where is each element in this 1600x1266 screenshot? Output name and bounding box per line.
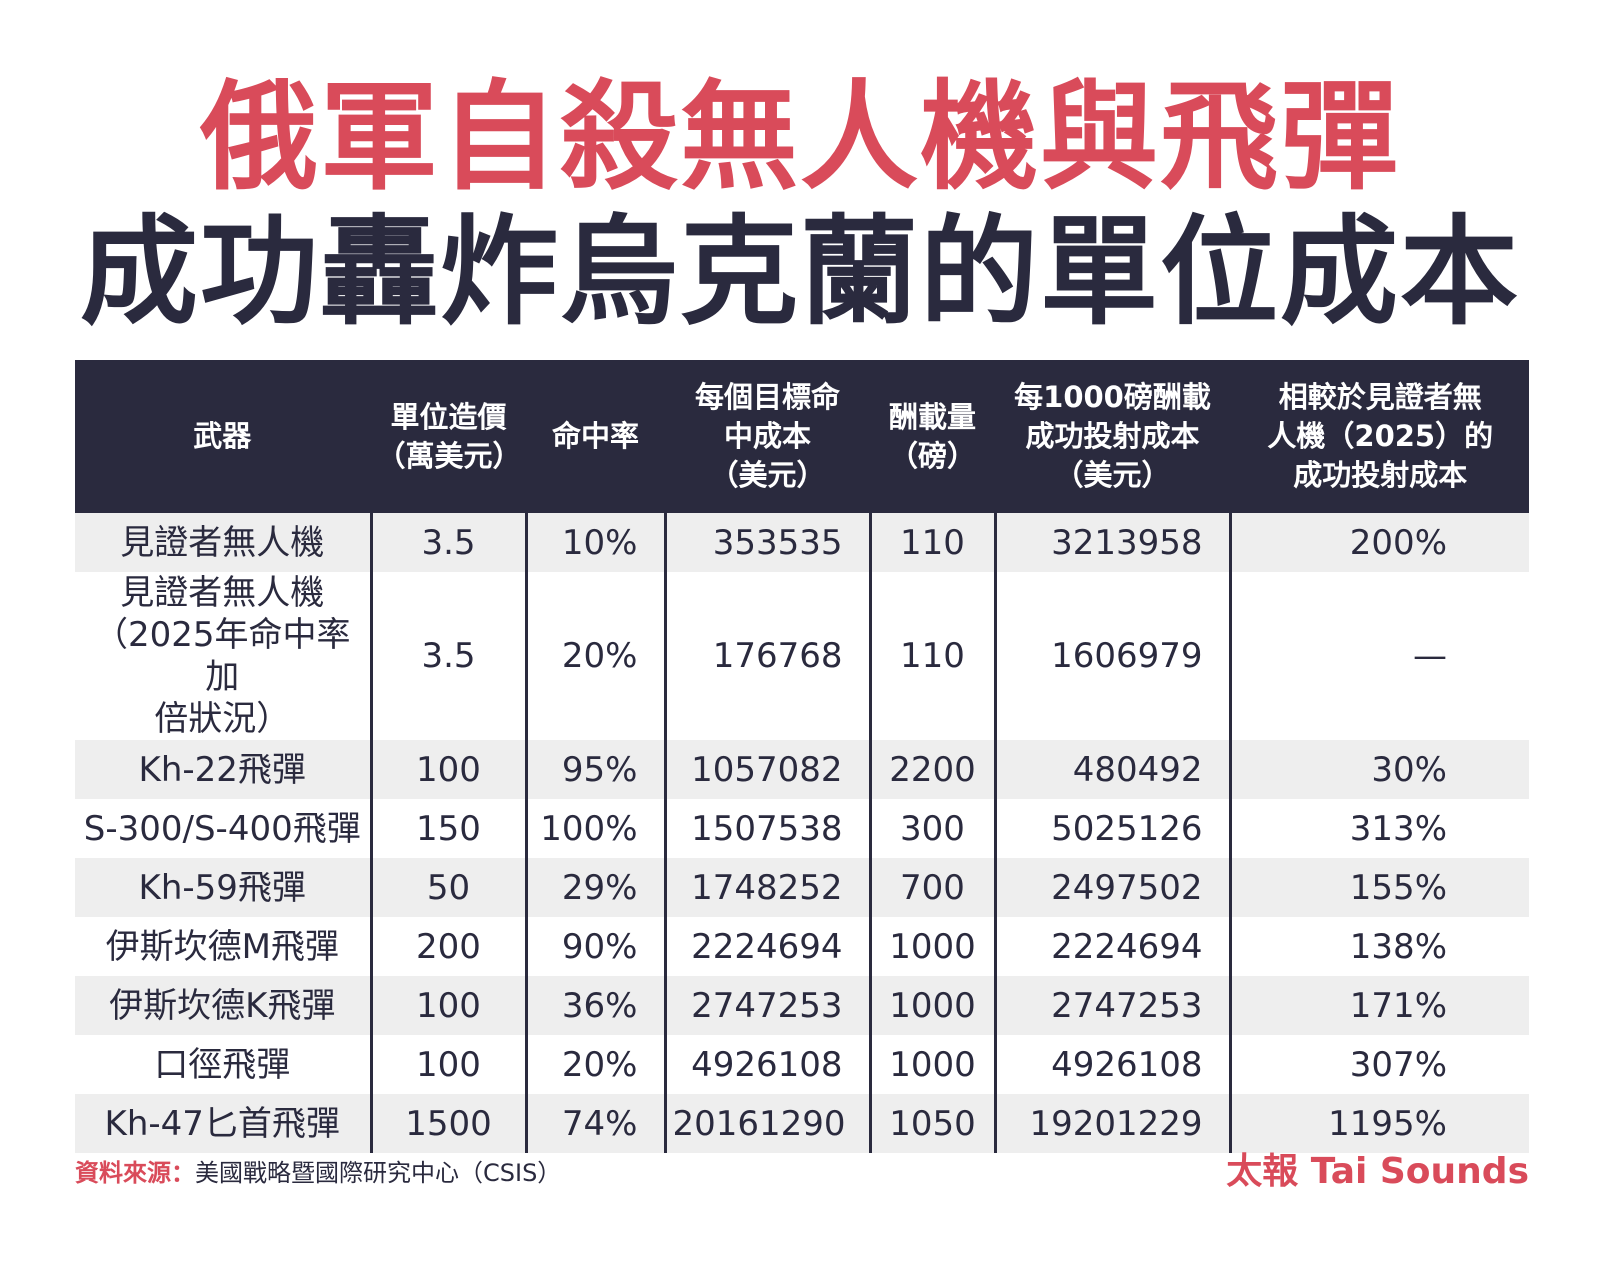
brand-logo: 太報 Tai Sounds — [1226, 1151, 1529, 1192]
cell-relative-cost: 30% — [1228, 740, 1529, 799]
title-line-1: 俄軍自殺無人機與飛彈 — [199, 68, 1400, 206]
cell-payload: 110 — [868, 572, 997, 740]
cell-unit-cost: 50 — [369, 858, 528, 917]
table-row: 伊斯坎德M飛彈 200 90% 2224694 1000 2224694 138% — [75, 917, 1529, 976]
table-row: 伊斯坎德K飛彈 100 36% 2747253 1000 2747253 171% — [75, 976, 1529, 1035]
cell-cost-per-target: 20161290 — [663, 1094, 872, 1153]
cell-payload: 1000 — [868, 1035, 997, 1094]
cell-unit-cost: 3.5 — [369, 572, 528, 740]
table-row: 見證者無人機 （2025年命中率加 倍狀況） 3.5 20% 176768 110 16069… — [75, 572, 1529, 740]
cell-hit-rate: 74% — [524, 1094, 667, 1153]
cell-payload: 1000 — [868, 976, 997, 1035]
cell-hit-rate: 10% — [524, 513, 667, 572]
cell-cost-per-1000lb: 4926108 — [993, 1035, 1232, 1094]
cell-weapon: 伊斯坎德K飛彈 — [75, 976, 373, 1035]
cell-cost-per-target: 4926108 — [663, 1035, 872, 1094]
cell-hit-rate: 90% — [524, 917, 667, 976]
cell-cost-per-1000lb: 2224694 — [993, 917, 1232, 976]
header-unit-cost: 單位造價 （萬美元） — [369, 360, 528, 513]
source-label: 資料來源： — [75, 1159, 195, 1187]
cell-unit-cost: 200 — [369, 917, 528, 976]
cell-cost-per-1000lb: 19201229 — [993, 1094, 1232, 1153]
cell-weapon: Kh-59飛彈 — [75, 858, 373, 917]
header-relative-cost: 相較於見證者無 人機（2025）的 成功投射成本 — [1228, 360, 1529, 513]
cell-unit-cost: 100 — [369, 976, 528, 1035]
cell-relative-cost: 1195% — [1228, 1094, 1529, 1153]
source-note: 資料來源：美國戰略暨國際研究中心（CSIS） — [75, 1158, 561, 1188]
cell-weapon: Kh-22飛彈 — [75, 740, 373, 799]
cell-cost-per-1000lb: 3213958 — [993, 513, 1232, 572]
cell-relative-cost: 138% — [1228, 917, 1529, 976]
cell-unit-cost: 1500 — [369, 1094, 528, 1153]
header-payload: 酬載量 （磅） — [868, 360, 997, 513]
header-cost-per-target: 每個目標命 中成本 （美元） — [663, 360, 872, 513]
header-hit-rate: 命中率 — [524, 360, 667, 513]
cell-hit-rate: 95% — [524, 740, 667, 799]
cell-cost-per-target: 2747253 — [663, 976, 872, 1035]
cell-weapon: 伊斯坎德M飛彈 — [75, 917, 373, 976]
cell-weapon: 口徑飛彈 — [75, 1035, 373, 1094]
table-header-row: 武器 單位造價 （萬美元） 命中率 每個目標命 中成本 （美元） 酬載量 （磅） 每10… — [75, 360, 1529, 513]
table-row: 口徑飛彈 100 20% 4926108 1000 4926108 307% — [75, 1035, 1529, 1094]
table-row: 見證者無人機 3.5 10% 353535 110 3213958 200% — [75, 513, 1529, 572]
table-row: Kh-47匕首飛彈 1500 74% 20161290 1050 19201229 1195… — [75, 1094, 1529, 1153]
cell-payload: 110 — [868, 513, 997, 572]
cell-hit-rate: 20% — [524, 1035, 667, 1094]
header-cost-per-1000lb: 每1000磅酬載 成功投射成本 （美元） — [993, 360, 1232, 513]
cost-table: 武器 單位造價 （萬美元） 命中率 每個目標命 中成本 （美元） 酬載量 （磅） 每10… — [75, 360, 1529, 1153]
cell-cost-per-1000lb: 5025126 — [993, 799, 1232, 858]
cell-cost-per-1000lb: 2747253 — [993, 976, 1232, 1035]
cell-payload: 1050 — [868, 1094, 997, 1153]
table-row: Kh-59飛彈 50 29% 1748252 700 2497502 155% — [75, 858, 1529, 917]
cell-hit-rate: 29% — [524, 858, 667, 917]
cell-hit-rate: 36% — [524, 976, 667, 1035]
cell-weapon: 見證者無人機 （2025年命中率加 倍狀況） — [75, 572, 373, 740]
table-row: S-300/S-400飛彈 150 100% 1507538 300 5025126 313… — [75, 799, 1529, 858]
cell-unit-cost: 150 — [369, 799, 528, 858]
cell-cost-per-1000lb: 2497502 — [993, 858, 1232, 917]
cell-payload: 2200 — [868, 740, 997, 799]
cell-weapon: Kh-47匕首飛彈 — [75, 1094, 373, 1153]
cell-relative-cost: 307% — [1228, 1035, 1529, 1094]
source-text: 美國戰略暨國際研究中心（CSIS） — [195, 1159, 562, 1187]
cell-payload: 300 — [868, 799, 997, 858]
title-line-2: 成功轟炸烏克蘭的單位成本 — [79, 203, 1520, 341]
cell-relative-cost: 171% — [1228, 976, 1529, 1035]
cell-unit-cost: 100 — [369, 1035, 528, 1094]
cell-relative-cost: — — [1228, 572, 1529, 740]
cell-hit-rate: 100% — [524, 799, 667, 858]
cell-cost-per-target: 1748252 — [663, 858, 872, 917]
cell-payload: 1000 — [868, 917, 997, 976]
cell-cost-per-target: 353535 — [663, 513, 872, 572]
cell-cost-per-1000lb: 480492 — [993, 740, 1232, 799]
cell-payload: 700 — [868, 858, 997, 917]
cell-unit-cost: 100 — [369, 740, 528, 799]
cell-unit-cost: 3.5 — [369, 513, 528, 572]
cell-weapon: S-300/S-400飛彈 — [75, 799, 373, 858]
cell-cost-per-target: 1507538 — [663, 799, 872, 858]
cell-cost-per-target: 1057082 — [663, 740, 872, 799]
cell-relative-cost: 200% — [1228, 513, 1529, 572]
cell-relative-cost: 155% — [1228, 858, 1529, 917]
cell-cost-per-target: 2224694 — [663, 917, 872, 976]
cell-weapon: 見證者無人機 — [75, 513, 373, 572]
table-row: Kh-22飛彈 100 95% 1057082 2200 480492 30% — [75, 740, 1529, 799]
cell-cost-per-1000lb: 1606979 — [993, 572, 1232, 740]
header-weapon: 武器 — [75, 360, 373, 513]
cell-hit-rate: 20% — [524, 572, 667, 740]
cell-relative-cost: 313% — [1228, 799, 1529, 858]
cell-cost-per-target: 176768 — [663, 572, 872, 740]
table-body: 見證者無人機 3.5 10% 353535 110 3213958 200% 見證者無人機 （2… — [75, 513, 1529, 1153]
